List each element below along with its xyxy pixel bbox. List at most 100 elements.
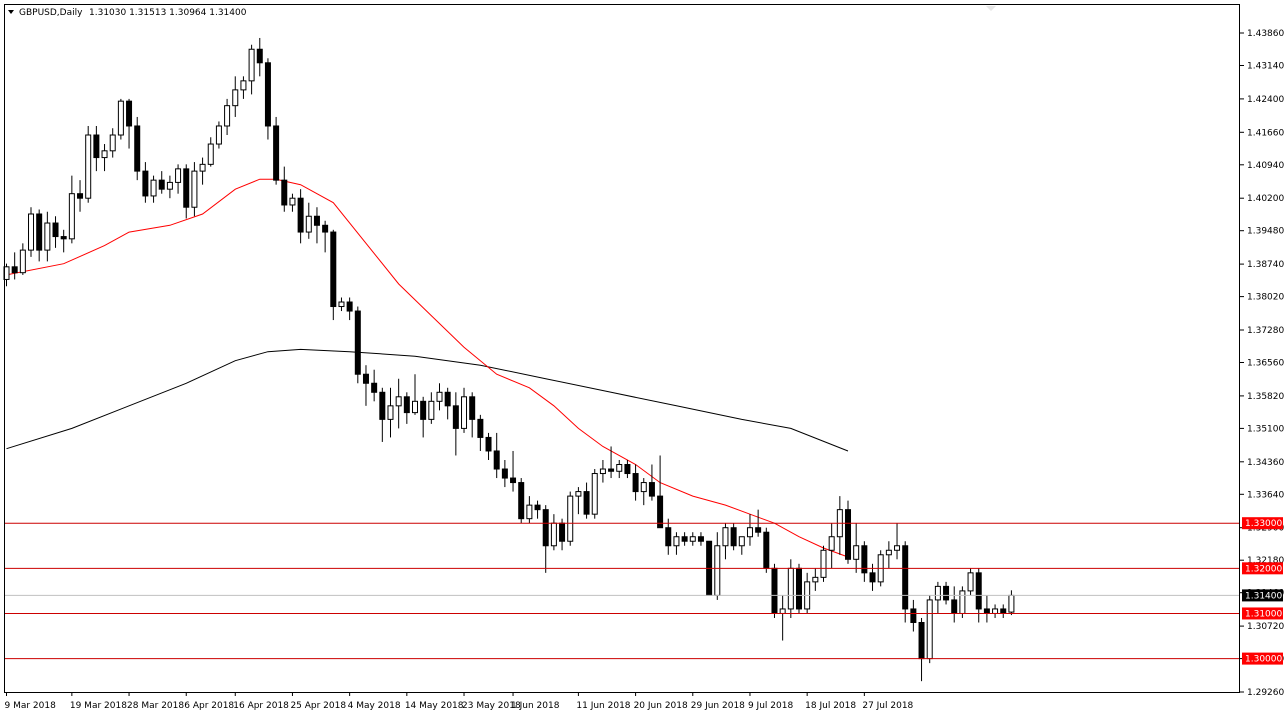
candle (436, 383, 443, 411)
candle-body-bull (248, 48, 255, 82)
candle (828, 523, 835, 569)
candle (346, 297, 353, 321)
candle (444, 387, 451, 420)
candle (150, 175, 157, 203)
candle-body-bull (395, 396, 402, 407)
candle (11, 252, 18, 280)
candle (166, 175, 173, 199)
level-badge-bg (1242, 607, 1283, 620)
candle-body-bull (240, 80, 247, 91)
candle (501, 459, 508, 488)
candle (763, 527, 770, 573)
x-tick-label: 16 Apr 2018 (233, 701, 289, 711)
candle (657, 455, 664, 529)
candle (44, 211, 51, 262)
candle-body-bull (885, 549, 892, 556)
candle-body-bull (150, 179, 157, 197)
candle (583, 482, 590, 519)
candle (19, 243, 26, 275)
x-tick-label: 19 Mar 2018 (70, 701, 127, 711)
candle (371, 369, 378, 402)
candle-body-bull (738, 536, 745, 547)
candle-body-bear (608, 468, 615, 472)
candle (485, 432, 492, 460)
candles-layer (3, 37, 1015, 682)
candle-body-bear (951, 599, 958, 614)
candle-body-bear (510, 477, 517, 484)
shift-marker-icon[interactable] (986, 6, 996, 11)
candle-body-bull (428, 400, 435, 420)
candle-body-bear (126, 100, 133, 127)
candle-body-bull (461, 396, 468, 429)
candle-body-bear (354, 310, 361, 375)
candle-body-bear (648, 482, 655, 497)
collapse-triangle-icon[interactable] (8, 10, 14, 14)
candle (305, 202, 312, 239)
candle-body-bear (158, 179, 165, 190)
current-price-badge: 1.31400 (1242, 589, 1283, 602)
x-tick-label: 9 Jul 2018 (748, 701, 793, 711)
candle-body-bear (36, 213, 43, 251)
candle (60, 229, 67, 253)
candle-body-bear (518, 482, 525, 520)
candle (109, 128, 116, 158)
candle-body-bull (722, 527, 729, 547)
candle (591, 469, 598, 519)
candle (354, 306, 361, 384)
candle-body-bull (828, 536, 835, 551)
candle-body-bear (501, 468, 508, 479)
indicator-layer (6, 178, 849, 558)
candle-body-bull (992, 608, 999, 614)
x-axis: 9 Mar 2018 19 Mar 2018 28 Mar 2018 6 Apr 20… (5, 692, 914, 711)
candle (722, 523, 729, 560)
candle-body-bull (967, 572, 974, 592)
candle (853, 523, 860, 573)
candle-body-bull (412, 400, 418, 414)
y-tick-label: 1.39480 (1247, 227, 1284, 237)
level-badge-bg (1242, 562, 1283, 575)
candle-body-bear (477, 418, 484, 438)
candle (608, 446, 615, 479)
candle-body-bear (256, 48, 263, 64)
candle-body-bear (297, 197, 304, 233)
y-tick-label: 1.29260 (1247, 688, 1284, 698)
candle-body-bear (142, 170, 149, 197)
x-tick-label: 11 Jun 2018 (576, 701, 630, 711)
candle (910, 599, 917, 632)
candle-body-bull (199, 163, 206, 172)
candle-body-bear (469, 396, 476, 420)
level-badge-label: 1.32000 (1245, 564, 1282, 574)
candle (681, 532, 688, 546)
candle-body-bear (379, 391, 386, 420)
candle (362, 365, 369, 406)
candle-body-bull (934, 585, 941, 601)
candle-body-bear (657, 495, 664, 529)
candle-body-bear (485, 436, 492, 452)
candle-body-bull (673, 536, 680, 547)
candle-body-bear (362, 373, 369, 384)
candle (52, 216, 59, 248)
candle-body-bull (166, 181, 173, 190)
candle (624, 459, 631, 479)
candle-body-bear (444, 391, 451, 407)
candle (934, 581, 941, 614)
candle (126, 98, 133, 149)
x-tick-label: 6 Apr 2018 (184, 701, 234, 711)
y-tick-label: 1.37280 (1247, 326, 1284, 336)
candle-body-bear (420, 400, 427, 420)
level-badge: 1.33000 (1242, 517, 1283, 530)
y-tick-label: 1.40940 (1247, 161, 1284, 171)
candle (469, 392, 476, 438)
candle (273, 116, 280, 185)
candle (461, 387, 468, 433)
candle-body-bear (665, 527, 672, 547)
candle-body-bull (959, 590, 966, 614)
candle-body-bull (894, 545, 901, 551)
candle-body-bear (322, 224, 329, 233)
candle-body-bull (224, 105, 231, 127)
candle-body-bull (207, 143, 214, 165)
candle (428, 392, 435, 424)
